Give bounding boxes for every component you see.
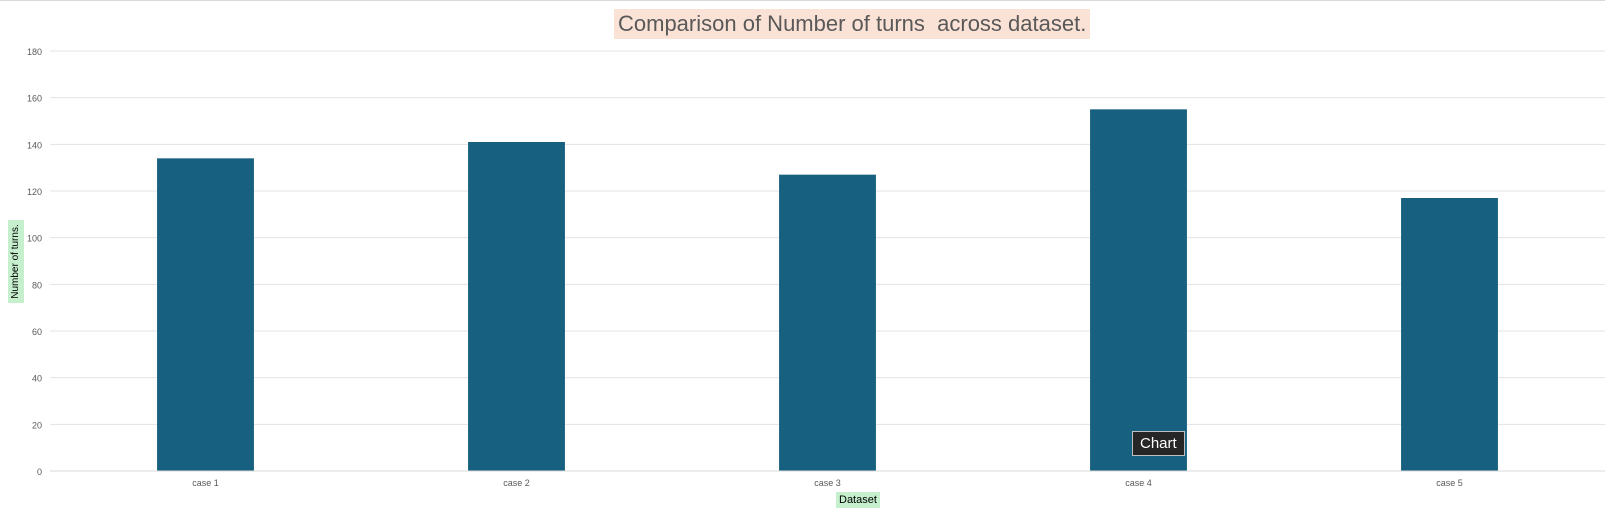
- x-tick-label: case 4: [1125, 478, 1152, 488]
- x-tick-label: case 1: [192, 478, 219, 488]
- y-tick-label: 60: [32, 327, 42, 337]
- bar-case-4[interactable]: [1090, 109, 1187, 471]
- chart-tooltip: Chart: [1132, 431, 1185, 456]
- y-tick-label: 100: [27, 234, 42, 244]
- y-axis-title-background: [8, 220, 24, 303]
- y-tick-label: 40: [32, 374, 42, 384]
- y-tick-label: 120: [27, 187, 42, 197]
- y-tick-label: 0: [37, 467, 42, 477]
- y-axis-title: Number of turns.: [10, 224, 21, 299]
- y-tick-label: 160: [27, 94, 42, 104]
- y-tick-label: 180: [27, 47, 42, 57]
- y-tick-label: 140: [27, 140, 42, 150]
- x-tick-label: case 5: [1436, 478, 1463, 488]
- x-tick-label: case 2: [503, 478, 530, 488]
- bar-case-2[interactable]: [468, 142, 565, 471]
- bar-case-5[interactable]: [1401, 198, 1498, 471]
- x-tick-label: case 3: [814, 478, 841, 488]
- y-tick-label: 80: [32, 280, 42, 290]
- bar-case-3[interactable]: [779, 174, 876, 471]
- y-tick-label: 20: [32, 420, 42, 430]
- bar-case-1[interactable]: [157, 158, 254, 472]
- x-axis-title: Dataset: [836, 492, 880, 508]
- chart-title: Comparison of Number of turns across dat…: [614, 9, 1091, 39]
